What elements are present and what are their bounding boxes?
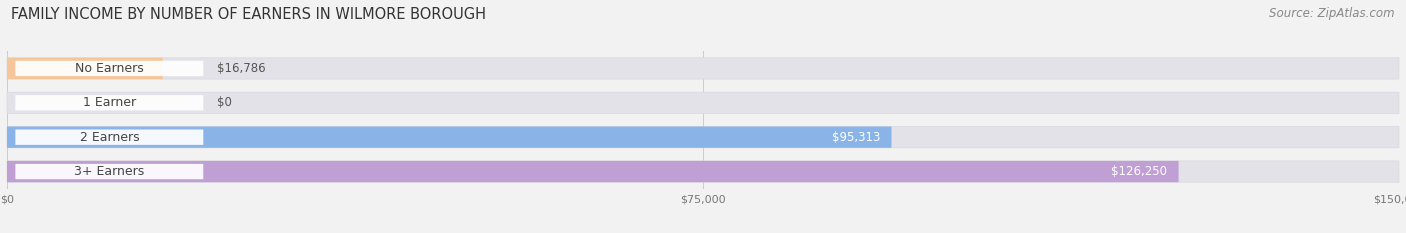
Text: 1 Earner: 1 Earner <box>83 96 136 109</box>
FancyBboxPatch shape <box>7 92 1399 113</box>
FancyBboxPatch shape <box>15 164 204 179</box>
FancyBboxPatch shape <box>7 58 163 79</box>
Text: $0: $0 <box>217 96 232 109</box>
FancyBboxPatch shape <box>7 161 1399 182</box>
FancyBboxPatch shape <box>7 58 1399 79</box>
Text: 3+ Earners: 3+ Earners <box>75 165 145 178</box>
Text: Source: ZipAtlas.com: Source: ZipAtlas.com <box>1270 7 1395 20</box>
Text: 2 Earners: 2 Earners <box>80 131 139 144</box>
FancyBboxPatch shape <box>7 161 1178 182</box>
Text: No Earners: No Earners <box>75 62 143 75</box>
Text: FAMILY INCOME BY NUMBER OF EARNERS IN WILMORE BOROUGH: FAMILY INCOME BY NUMBER OF EARNERS IN WI… <box>11 7 486 22</box>
FancyBboxPatch shape <box>15 61 204 76</box>
Text: $95,313: $95,313 <box>832 131 880 144</box>
Text: $126,250: $126,250 <box>1112 165 1167 178</box>
FancyBboxPatch shape <box>15 130 204 145</box>
FancyBboxPatch shape <box>15 95 204 110</box>
Text: $16,786: $16,786 <box>217 62 266 75</box>
FancyBboxPatch shape <box>7 127 1399 148</box>
FancyBboxPatch shape <box>7 127 891 148</box>
